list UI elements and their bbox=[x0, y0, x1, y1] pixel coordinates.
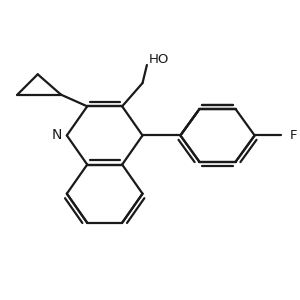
Text: HO: HO bbox=[148, 53, 169, 66]
Text: N: N bbox=[52, 128, 62, 142]
Text: F: F bbox=[290, 129, 297, 142]
